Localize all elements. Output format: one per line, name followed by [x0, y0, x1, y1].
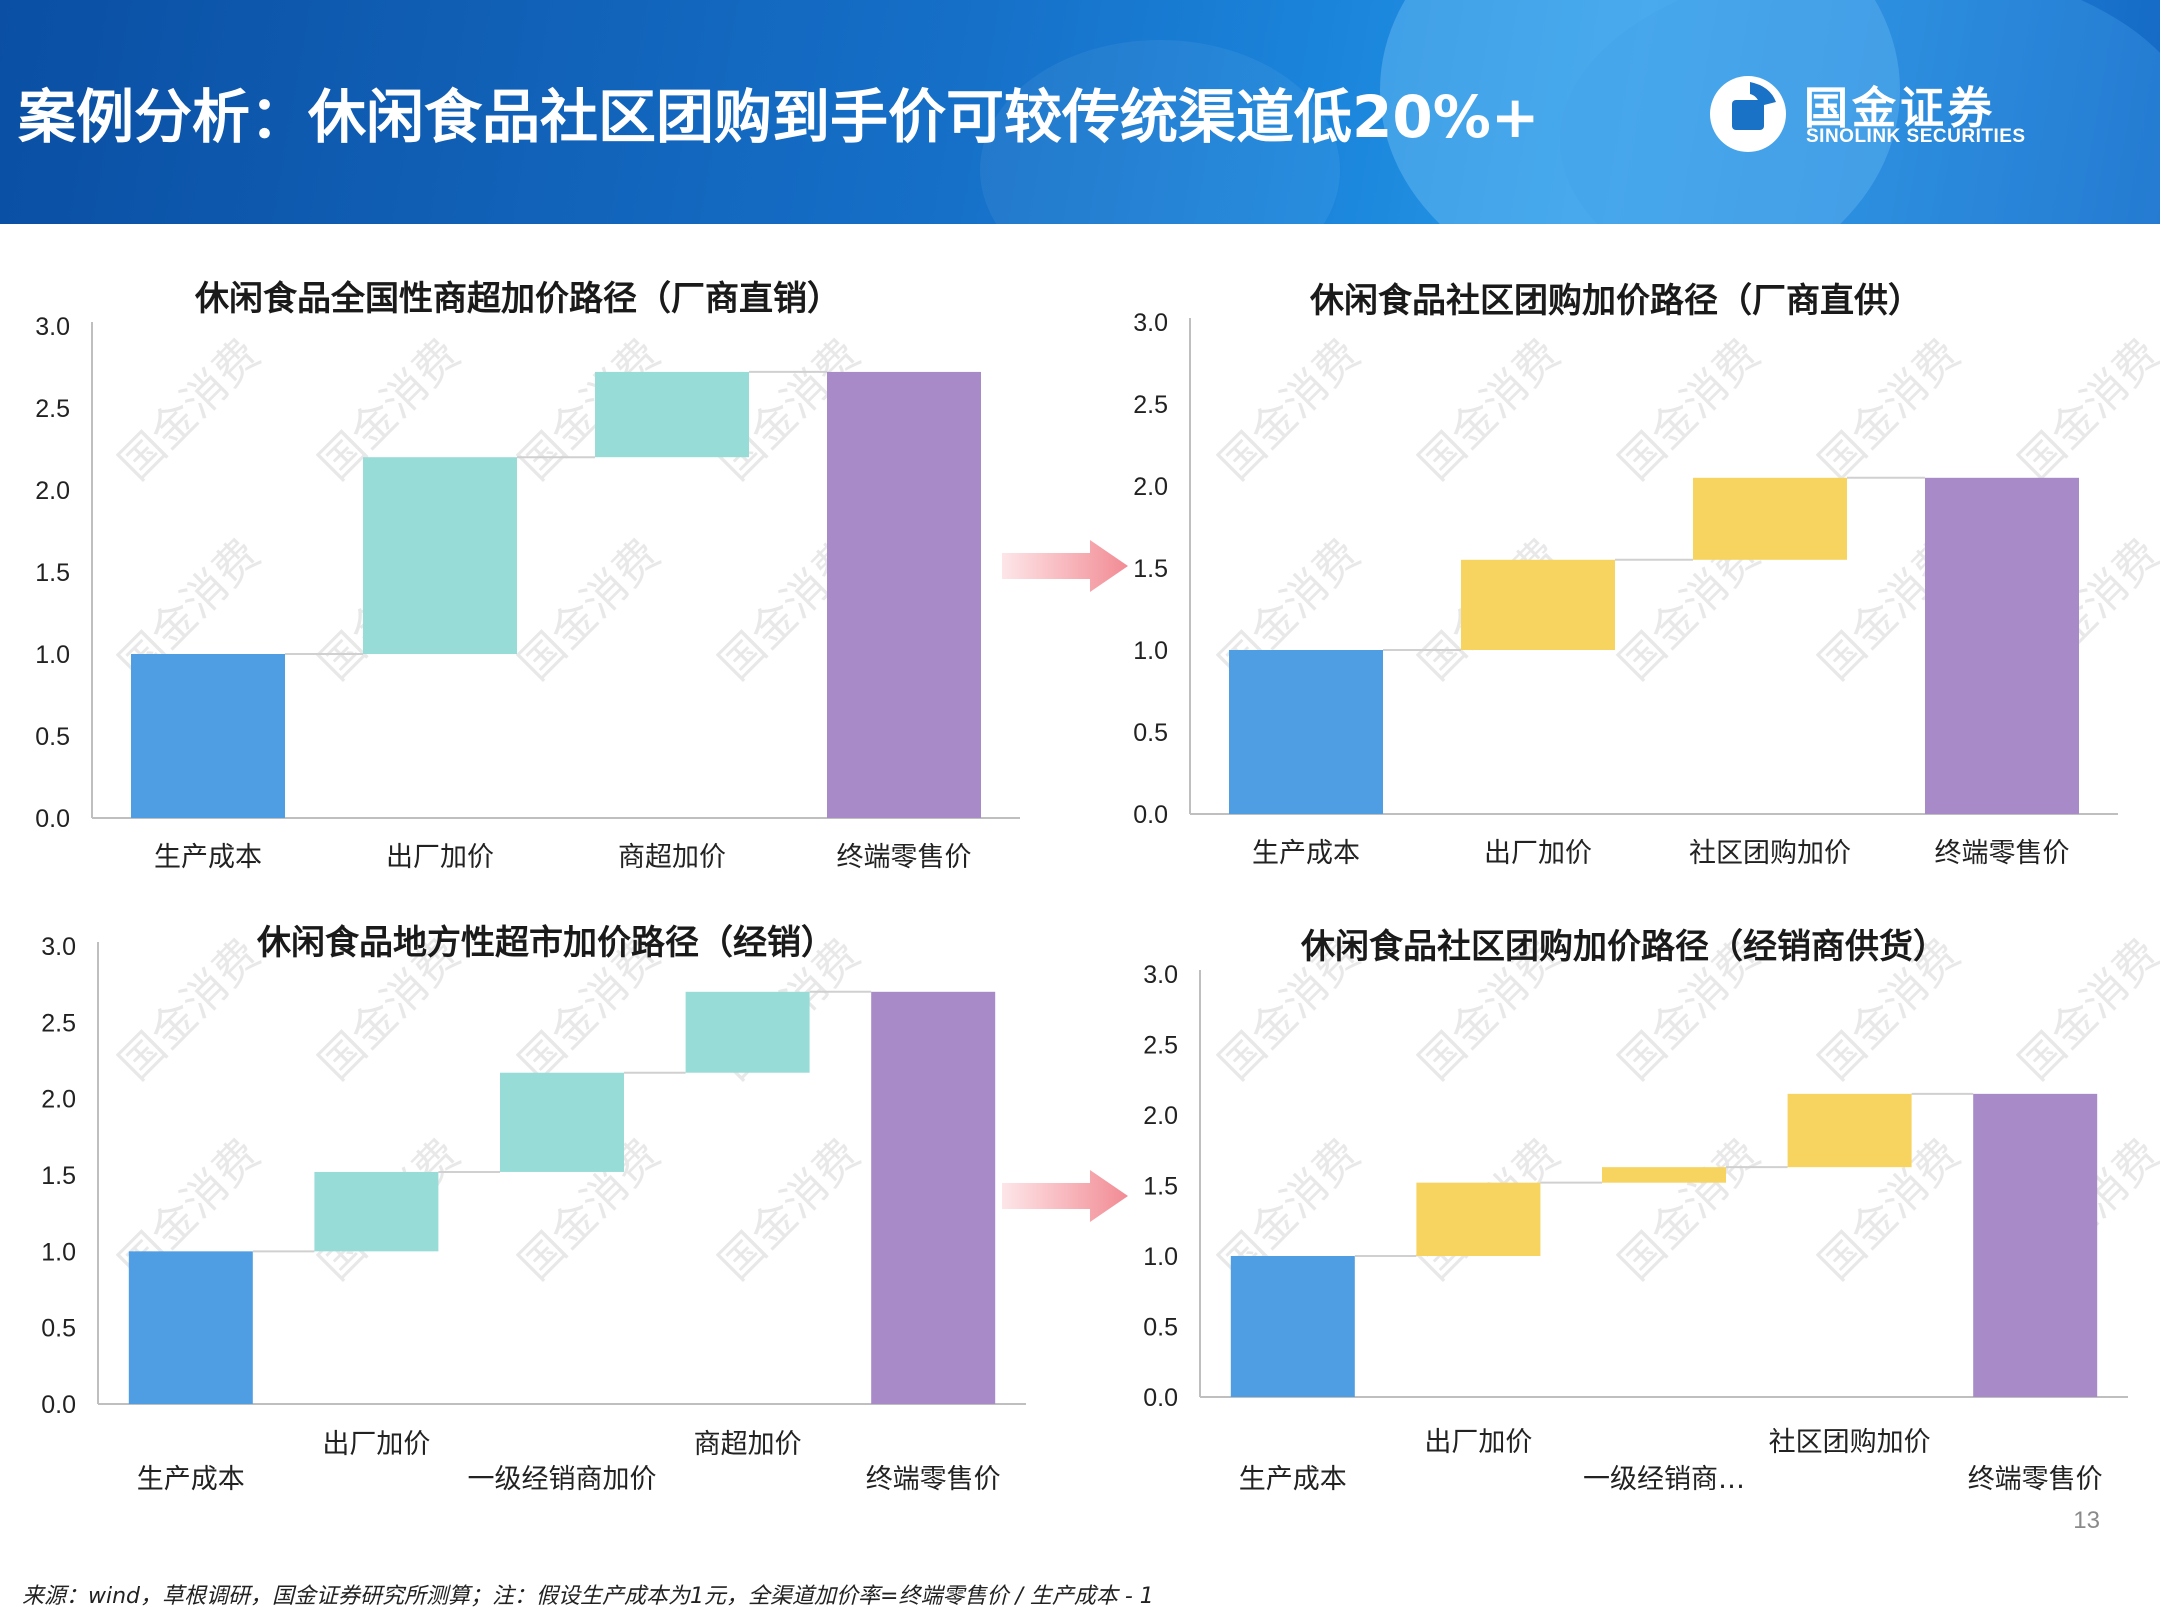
watermark-text: 国金消费: [709, 1129, 870, 1290]
category-label: 商超加价: [618, 842, 726, 873]
y-tick-label: 0.0: [1143, 1384, 1178, 1412]
y-tick-label: 0.5: [1143, 1314, 1178, 1342]
y-tick-label: 2.5: [41, 1009, 76, 1037]
bar-4: [1787, 1093, 1912, 1168]
chart-title: 休闲食品全国性商超加价路径（厂商直销）: [194, 279, 841, 319]
bar-1: [131, 654, 285, 818]
category-label: 生产成本: [1252, 838, 1360, 869]
watermark-text: 国金消费: [1409, 329, 1570, 490]
page-title: 案例分析：休闲食品社区团购到手价可较传统渠道低20%+: [18, 83, 1540, 151]
watermark-text: 国金消费: [109, 929, 270, 1090]
chart-title: 休闲食品地方性超市加价路径（经销）: [256, 923, 835, 963]
bar-3: [500, 1072, 624, 1172]
y-tick-label: 1.0: [1133, 637, 1168, 665]
bar-4: [827, 371, 981, 818]
category-label: 社区团购加价: [1689, 838, 1851, 869]
watermark-text: 国金消费: [1809, 329, 1970, 490]
category-label: 终端零售价: [866, 1464, 1001, 1495]
y-tick-label: 1.5: [35, 559, 70, 587]
category-label: 一级经销商加价: [468, 1464, 657, 1495]
bar-1: [1230, 1256, 1355, 1397]
bar-4: [1925, 477, 2079, 814]
chart-title: 休闲食品社区团购加价路径（经销商供货）: [1300, 927, 1947, 967]
logo-text-en: SINOLINK SECURITIES: [1806, 126, 2026, 147]
category-label: 生产成本: [1239, 1464, 1347, 1495]
chart-community-direct: 休闲食品社区团购加价路径（厂商直供） 0.0 0.5 1.0 1.5 2.0 2.5 3.0 生…: [1133, 281, 2118, 869]
chart-community-distributor: 休闲食品社区团购加价路径（经销商供货） 0.0 0.5 1.0 1.5 2.0 2.5 3.0…: [1143, 927, 2128, 1495]
chart-title: 休闲食品社区团购加价路径（厂商直供）: [1309, 281, 1922, 321]
category-label: 商超加价: [694, 1429, 802, 1460]
category-label: 出厂加价: [1424, 1427, 1532, 1458]
watermark-text: 国金消费: [2009, 329, 2160, 490]
header-decor: [1380, 0, 1900, 224]
bar-3: [595, 371, 749, 458]
y-tick-label: 2.0: [1133, 473, 1168, 501]
bar-3: [1693, 477, 1847, 560]
y-tick-label: 2.5: [1133, 391, 1168, 419]
category-label: 出厂加价: [386, 842, 494, 873]
arrow-icon: [1002, 1170, 1128, 1222]
y-tick-label: 2.0: [35, 477, 70, 505]
y-tick-label: 2.5: [35, 395, 70, 423]
watermark-text: 国金消费: [1609, 329, 1770, 490]
category-label: 终端零售价: [1968, 1464, 2103, 1495]
y-tick-label: 0.0: [1133, 801, 1168, 829]
arrow-icon: [1002, 540, 1128, 592]
category-label: 终端零售价: [837, 842, 972, 873]
watermark-text: 国金消费: [1209, 329, 1370, 490]
source-footnote: 来源：wind，草根调研，国金证券研究所测算；注：假设生产成本为1元，全渠道加价…: [22, 1584, 1154, 1609]
watermark-text: 国金消费: [509, 529, 670, 690]
category-label: 出厂加价: [1484, 838, 1592, 869]
bar-2: [314, 1171, 439, 1252]
y-tick-label: 0.5: [35, 723, 70, 751]
category-label: 社区团购加价: [1769, 1427, 1931, 1458]
header-banner: 案例分析：休闲食品社区团购到手价可较传统渠道低20%+ 国金证券 SINOLIN…: [0, 0, 2160, 224]
y-tick-label: 1.0: [35, 641, 70, 669]
y-tick-label: 1.5: [41, 1162, 76, 1190]
header-decor: [1560, 0, 2160, 224]
y-tick-label: 1.5: [1143, 1173, 1178, 1201]
y-tick-label: 3.0: [1143, 961, 1178, 989]
bar-3: [1602, 1167, 1726, 1183]
category-label: 终端零售价: [1935, 838, 2070, 869]
y-tick-label: 1.5: [1133, 555, 1168, 583]
bar-2: [1416, 1182, 1541, 1256]
y-tick-label: 2.0: [41, 1086, 76, 1114]
y-tick-label: 0.5: [41, 1315, 76, 1343]
y-tick-label: 2.0: [1143, 1102, 1178, 1130]
bar-1: [1229, 650, 1383, 814]
company-logo: 国金证券 SINOLINK SECURITIES: [1706, 70, 2106, 160]
category-label: 一级经销商…: [1583, 1464, 1745, 1495]
bar-4: [685, 991, 810, 1073]
category-label: 出厂加价: [322, 1429, 430, 1460]
logo-text-cn: 国金证券: [1804, 83, 1996, 134]
bar-5: [1973, 1093, 2098, 1397]
y-tick-label: 1.0: [1143, 1243, 1178, 1271]
y-tick-label: 3.0: [1133, 309, 1168, 337]
logo-mark-icon: [1710, 76, 1786, 152]
bar-2: [363, 457, 517, 654]
bar-1: [128, 1251, 253, 1404]
y-tick-label: 0.0: [41, 1391, 76, 1419]
bar-5: [871, 991, 996, 1404]
watermark-text: 国金消费: [109, 329, 270, 490]
category-label: 生产成本: [137, 1464, 245, 1495]
y-tick-label: 1.0: [41, 1238, 76, 1266]
y-tick-label: 0.0: [35, 805, 70, 833]
chart-local-supermarket: 休闲食品地方性超市加价路径（经销） 0.0 0.5 1.0 1.5 2.0 2.5 3.0 生产…: [41, 923, 1026, 1495]
chart-national-supermarket: 休闲食品全国性商超加价路径（厂商直销） 0.0 0.5 1.0 1.5 2.0 2.5 3.0…: [35, 279, 1020, 873]
page-number: 13: [2073, 1507, 2100, 1534]
category-label: 生产成本: [154, 842, 262, 873]
y-tick-label: 2.5: [1143, 1032, 1178, 1060]
y-tick-label: 3.0: [35, 313, 70, 341]
watermark-text: 国金消费: [1609, 1129, 1770, 1290]
y-tick-label: 0.5: [1133, 719, 1168, 747]
bar-2: [1461, 559, 1615, 650]
watermark-text: 国金消费: [2009, 929, 2160, 1090]
y-tick-label: 3.0: [41, 933, 76, 961]
